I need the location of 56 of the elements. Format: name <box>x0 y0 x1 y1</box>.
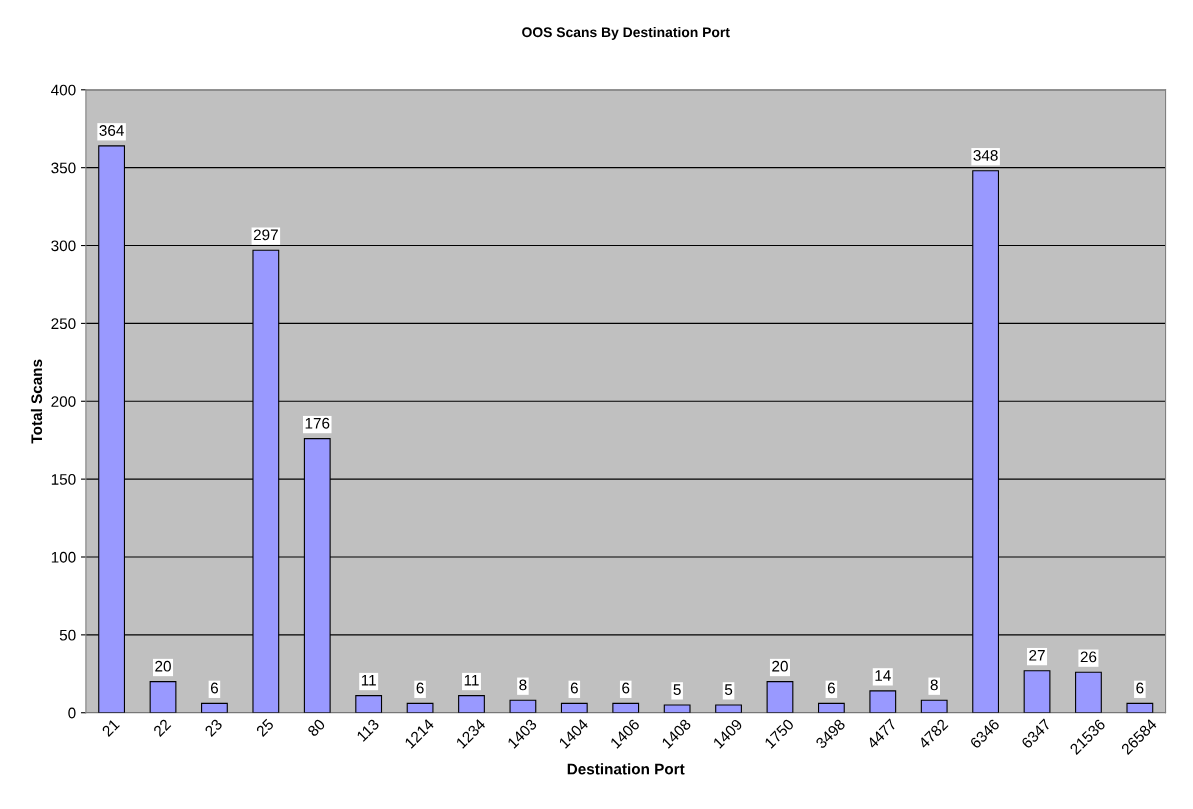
bar <box>715 704 742 713</box>
y-tick-label: 350 <box>51 162 76 174</box>
x-tick-label: 25 <box>255 718 275 737</box>
data-label: 364 <box>99 125 124 136</box>
data-label: 6 <box>210 682 218 694</box>
x-tick-label: 22 <box>152 718 172 737</box>
data-label: 5 <box>673 684 681 695</box>
data-label: 27 <box>1029 649 1045 661</box>
data-label: 297 <box>253 229 278 241</box>
bar <box>149 681 177 713</box>
y-tick-label: 50 <box>59 629 76 641</box>
data-label: 6 <box>622 682 630 694</box>
bar <box>1126 702 1154 713</box>
data-label: 14 <box>875 670 891 681</box>
data-label: 6 <box>827 682 835 694</box>
x-axis-title: Destination Port <box>567 763 685 775</box>
data-label: 20 <box>772 660 788 672</box>
y-tick-label: 0 <box>68 707 76 719</box>
bar <box>1075 671 1102 713</box>
y-tick-label: 150 <box>51 474 76 485</box>
y-tick-label: 400 <box>51 84 76 96</box>
chart-title: OOS Scans By Destination Port <box>522 26 730 40</box>
bar <box>766 681 794 713</box>
data-label: 6 <box>570 682 578 694</box>
x-tick-label: 113 <box>356 718 380 742</box>
data-label: 176 <box>305 417 330 429</box>
data-label: 20 <box>155 660 171 672</box>
data-label: 11 <box>464 674 479 686</box>
data-label: 6 <box>1136 682 1144 694</box>
bar <box>509 699 537 713</box>
y-tick-label: 300 <box>51 240 76 252</box>
bar <box>458 695 485 713</box>
x-tick-label: 23 <box>204 718 223 737</box>
y-tick-label: 200 <box>51 396 76 407</box>
y-tick-label: 250 <box>51 318 76 330</box>
x-tick-label: 80 <box>306 718 326 738</box>
bar <box>355 695 383 713</box>
y-tick-label: 100 <box>51 551 76 563</box>
bar <box>817 702 845 713</box>
bar <box>663 704 691 713</box>
bar <box>560 702 588 713</box>
data-label: 5 <box>724 684 733 695</box>
data-label: 348 <box>973 150 998 161</box>
data-label: 6 <box>416 682 424 694</box>
bar <box>1023 670 1051 713</box>
data-label: 11 <box>361 674 376 686</box>
data-label: 8 <box>519 679 527 691</box>
bar <box>869 690 897 713</box>
x-tick-label: 21 <box>101 718 120 737</box>
y-axis-title: Total Scans <box>30 359 43 444</box>
bar <box>612 702 640 713</box>
data-label: 26 <box>1080 651 1097 663</box>
bar <box>201 702 228 713</box>
data-label: 8 <box>930 679 938 691</box>
bar <box>406 702 434 713</box>
bar <box>920 699 948 713</box>
